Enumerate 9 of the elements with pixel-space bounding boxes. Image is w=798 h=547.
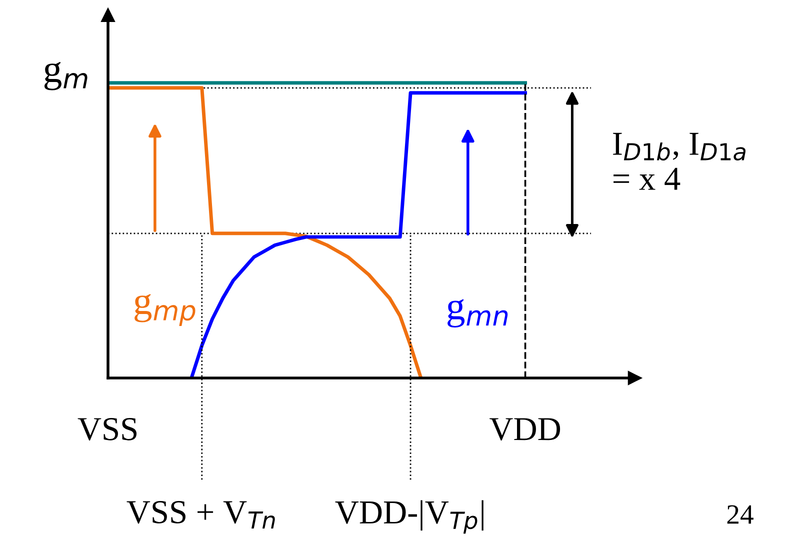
x-tick-label: VDD-|V$_{Tp}$| — [335, 500, 484, 534]
x-tick-label: VSS — [78, 418, 137, 441]
text: g$_{mn}$ — [448, 299, 508, 328]
y-axis-title: g$_{m}$ — [44, 62, 88, 90]
x-tick-label: VDD — [490, 418, 560, 441]
text: 24 — [727, 505, 754, 524]
series-label: g$_{mp}$ — [134, 294, 196, 326]
x-tick-label: VSS + V$_{Tn}$ — [126, 501, 275, 529]
text: I$_{D1b}$, I$_{D1a}$ = x 4 — [613, 132, 746, 190]
